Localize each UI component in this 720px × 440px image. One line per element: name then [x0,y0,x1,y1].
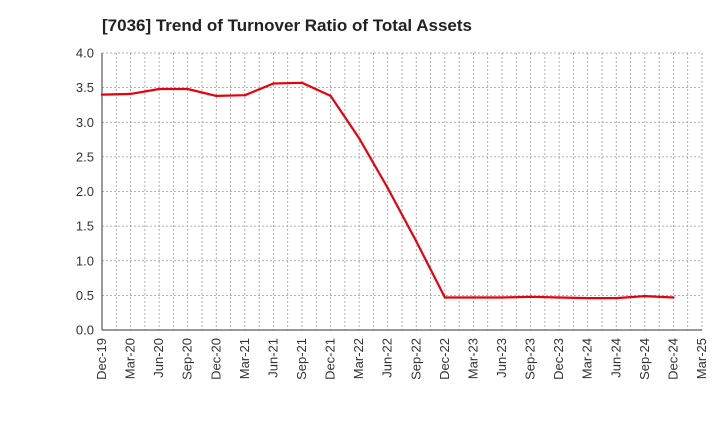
data-point [415,240,418,243]
data-point [157,87,161,91]
x-tick-label: Sep-20 [180,338,195,380]
x-tick-label: Dec-21 [323,338,338,380]
data-point [443,296,447,299]
x-tick-label: Mar-22 [351,338,366,379]
x-tick-label: Jun-20 [151,338,166,378]
y-tick-label: 1.5 [76,219,94,234]
data-point [586,296,589,300]
data-point [215,94,218,98]
data-point [643,294,647,298]
x-tick-label: Sep-21 [294,338,309,380]
chart-title: [7036] Trend of Turnover Ratio of Total … [102,16,472,35]
data-point [300,81,304,84]
x-tick-label: Dec-23 [551,338,566,380]
x-tick-label: Sep-23 [523,338,538,380]
data-point [329,94,332,98]
y-tick-label: 3.0 [76,115,94,130]
data-point [529,295,532,298]
data-point [186,87,189,91]
x-tick-label: Mar-21 [237,338,252,379]
data-point [672,296,675,299]
x-tick-label: Dec-24 [665,338,680,380]
data-point [472,296,475,299]
data-point [100,93,104,96]
x-tick-label: Sep-24 [637,338,652,380]
y-tick-label: 0.5 [76,288,94,303]
x-tick-label: Jun-22 [380,338,395,378]
data-point [243,94,247,97]
y-tick-label: 3.5 [76,80,94,95]
data-point [615,296,618,300]
x-tick-label: Mar-25 [694,338,709,379]
x-tick-label: Jun-23 [494,338,509,378]
x-tick-label: Mar-23 [465,338,480,379]
data-point [386,186,389,190]
y-tick-label: 1.0 [76,253,94,268]
x-tick-label: Dec-19 [94,338,109,380]
y-tick-label: 2.0 [76,184,94,199]
data-point [272,82,275,85]
x-tick-label: Jun-24 [608,338,623,378]
x-tick-label: Mar-20 [123,338,138,379]
data-point [129,92,132,96]
x-tick-label: Dec-20 [208,338,223,380]
y-tick-label: 4.0 [76,46,94,61]
y-tick-label: 2.5 [76,149,94,164]
y-tick-label: 0.0 [76,323,94,338]
x-tick-label: Dec-22 [437,338,452,380]
data-point [500,296,504,299]
x-tick-label: Jun-21 [265,338,280,378]
x-tick-label: Sep-22 [408,338,423,380]
x-tick-label: Mar-24 [580,338,595,379]
data-point [357,136,361,140]
data-point [557,296,561,299]
